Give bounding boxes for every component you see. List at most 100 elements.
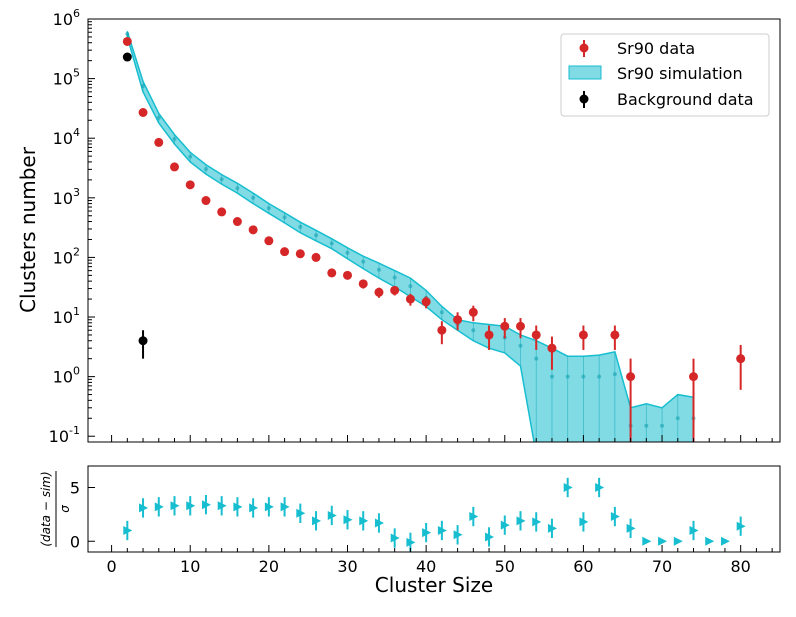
sr90-data-point	[248, 225, 258, 235]
sim-point	[392, 275, 397, 280]
sr90-data-point	[185, 180, 195, 190]
y-axis-label: Clusters number	[16, 146, 40, 313]
legend-marker-sr90-simulation	[568, 65, 602, 80]
x-tick-label: 10	[180, 557, 200, 576]
pull-y-tick-label: 5	[70, 479, 80, 498]
bottom-axes-frame	[87, 465, 781, 553]
background-data-point	[122, 52, 132, 62]
pull-marker	[280, 502, 290, 512]
sim-point	[219, 177, 224, 182]
sim-point	[408, 284, 413, 289]
sr90-data-point	[264, 236, 274, 246]
sr90-data-point	[421, 297, 431, 307]
pull-marker	[500, 520, 510, 530]
pull-marker	[579, 517, 589, 527]
sr90-data-point	[390, 285, 400, 295]
pull-axis-label: (data − sim) σ	[39, 471, 72, 547]
sr90-data-point	[531, 330, 541, 340]
pull-marker	[720, 536, 730, 546]
pull-marker	[217, 501, 227, 511]
sim-point	[644, 423, 649, 428]
sr90-data-point	[358, 279, 368, 289]
sim-point	[518, 343, 523, 348]
pull-marker	[453, 530, 463, 540]
sim-point	[266, 206, 271, 211]
sr90-data-point	[405, 294, 415, 304]
sr90-data-point	[201, 196, 211, 206]
sim-point	[376, 267, 381, 272]
sim-point	[314, 233, 319, 238]
sr90-data-point	[484, 330, 494, 340]
top-ticks: 10-1 100 101 102 103 104 105 106	[49, 7, 773, 446]
sr90-data-point	[232, 217, 242, 227]
pull-marker	[327, 510, 337, 520]
pull-marker	[673, 536, 683, 546]
pull-marker	[658, 536, 668, 546]
x-tick-label: 50	[495, 557, 515, 576]
sr90-data-point	[154, 137, 164, 147]
sr90-data-point	[437, 325, 447, 335]
legend-frame	[560, 33, 770, 117]
sim-point	[251, 195, 256, 200]
pull-marker	[390, 533, 400, 543]
pull-marker	[154, 502, 164, 512]
y-tick-label: 106	[53, 7, 80, 29]
pull-marker	[233, 502, 243, 512]
sim-point	[141, 84, 146, 89]
sim-point	[612, 372, 617, 377]
pull-marker	[422, 528, 432, 538]
sim-point	[361, 259, 366, 264]
sr90-data-point	[500, 321, 510, 331]
sr90-data-point	[343, 270, 352, 280]
pull-marker	[343, 515, 353, 525]
sim-point	[329, 241, 334, 246]
pull-marker	[610, 512, 620, 522]
sr90-data-point	[122, 36, 132, 46]
sr90-data-point	[578, 330, 588, 340]
sim-point	[282, 215, 287, 220]
pull-label-numerator: (data − sim)	[39, 471, 53, 546]
pull-marker	[595, 483, 605, 492]
sr90-data-point	[280, 247, 290, 257]
pull-marker	[689, 526, 699, 535]
x-tick-label: 60	[573, 557, 593, 576]
pull-marker	[186, 501, 196, 511]
pull-marker	[359, 516, 369, 526]
pull-marker	[264, 502, 274, 512]
sim-point	[298, 224, 303, 229]
sim-point	[597, 374, 602, 379]
sr90-data-point	[736, 354, 746, 364]
legend-marker-background-data	[579, 91, 589, 108]
sim-point	[235, 186, 240, 191]
sr90-simulation-band	[126, 31, 695, 442]
pull-marker	[249, 503, 259, 513]
pull-marker	[139, 503, 149, 513]
sr90-data-point	[170, 162, 179, 172]
pull-marker	[626, 523, 636, 533]
pull-marker	[437, 526, 447, 535]
pull-y-tick-label: 0	[70, 532, 80, 551]
bottom-panel: 050 10 20 30 40 50 60 70 80 Cluster Size (data −…	[39, 465, 781, 597]
sim-point	[156, 115, 161, 120]
x-axis-label: Cluster Size	[375, 573, 493, 597]
sim-point	[188, 154, 193, 159]
sr90-data-point	[626, 372, 636, 382]
sim-point	[565, 374, 570, 379]
sr90-data-point	[327, 268, 337, 278]
y-tick-label: 104	[53, 126, 80, 148]
bottom-ticks: 050 10 20 30 40 50 60 70 80	[70, 479, 773, 576]
legend-marker-sr90-data	[579, 40, 589, 57]
sim-point	[345, 250, 350, 255]
pull-marker	[201, 500, 211, 510]
x-tick-label: 80	[731, 557, 751, 576]
sr90-data-point	[295, 249, 305, 259]
y-tick-label: 10-1	[49, 424, 80, 446]
pull-marker	[532, 517, 542, 527]
sr90-data-point	[138, 107, 148, 117]
x-tick-label: 30	[337, 557, 357, 576]
data-points	[122, 36, 746, 442]
x-tick-label: 0	[106, 557, 116, 576]
sim-point	[675, 416, 680, 421]
pull-marker	[736, 521, 746, 531]
